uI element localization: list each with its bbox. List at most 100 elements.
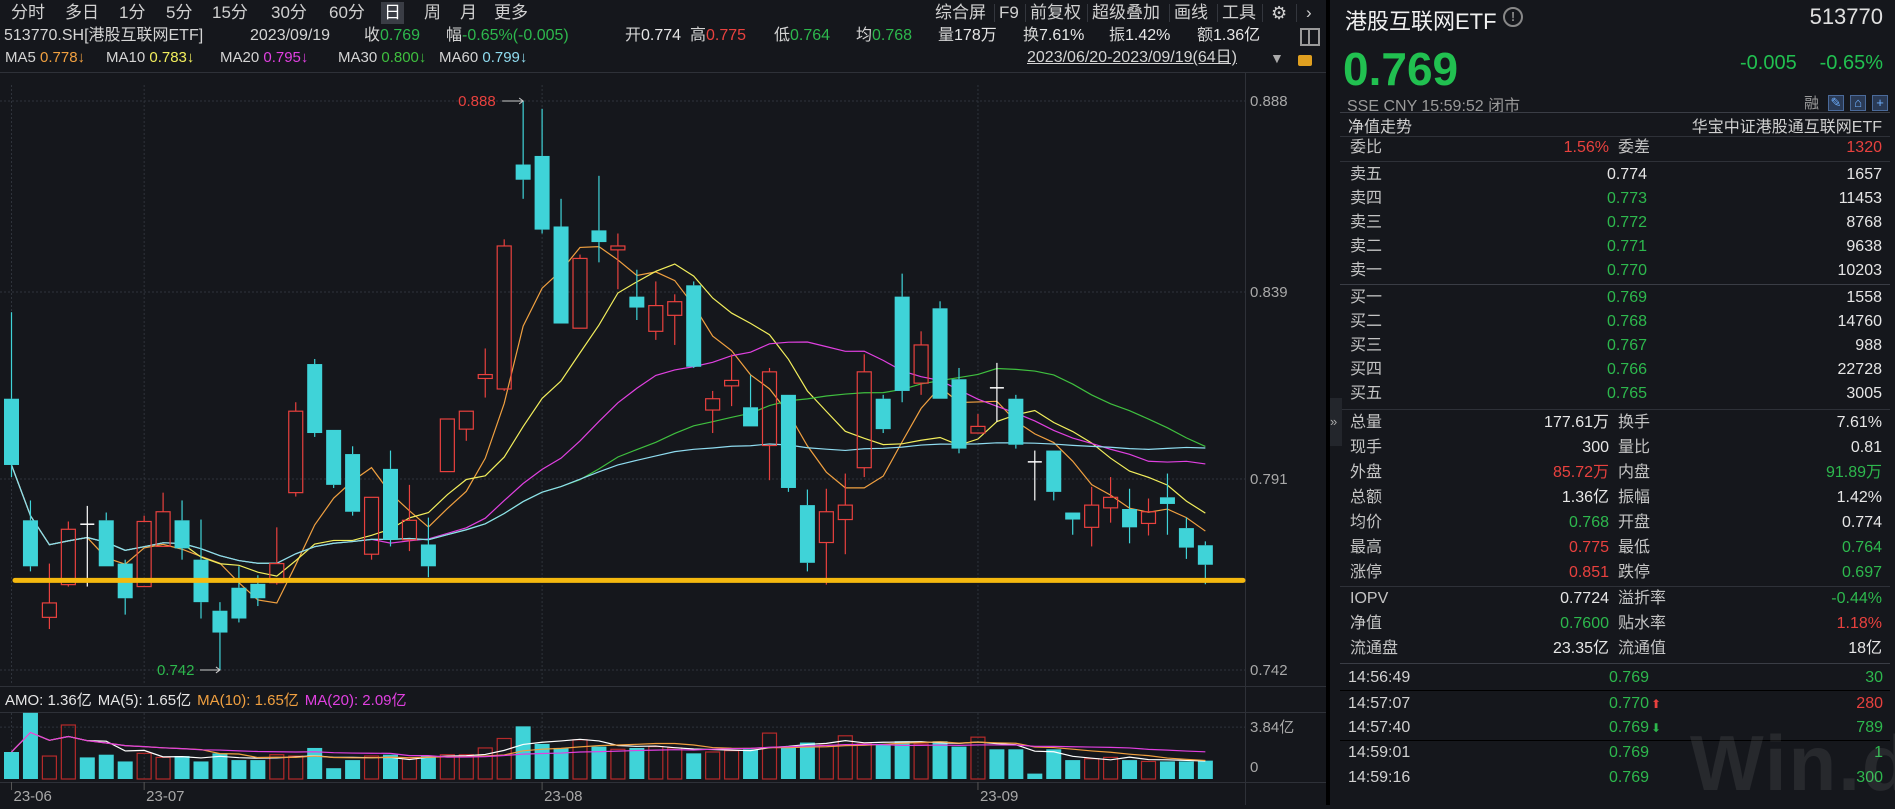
candle[interactable] <box>970 413 986 434</box>
candle[interactable] <box>1140 498 1157 536</box>
candle[interactable] <box>401 484 418 552</box>
date-range-selector[interactable]: 2023/06/20-2023/09/19(64日) <box>1027 49 1237 66</box>
candle[interactable] <box>22 500 38 572</box>
candle[interactable] <box>913 331 929 395</box>
candle[interactable] <box>894 273 910 403</box>
ma-legend-ma10: MA10 0.783↓ <box>106 47 194 69</box>
tool-button-0[interactable]: 综合屏 <box>935 3 986 22</box>
period-tab-1[interactable]: 多日 <box>65 3 99 22</box>
candle[interactable] <box>496 239 512 391</box>
candle[interactable] <box>174 500 190 560</box>
candle[interactable] <box>288 402 304 497</box>
tool-button-1[interactable]: F9 <box>999 3 1019 22</box>
volume-axis-label: 0 <box>1250 759 1258 776</box>
candle[interactable] <box>553 198 569 324</box>
candle[interactable] <box>80 505 95 587</box>
candle[interactable] <box>117 559 133 615</box>
period-tab-8[interactable]: 周 <box>424 3 441 22</box>
volume-bar <box>117 761 133 779</box>
candle[interactable] <box>723 354 740 407</box>
tool-button-2[interactable]: 前复权 <box>1030 3 1081 22</box>
nav-trend-link[interactable]: 净值走势 <box>1348 119 1413 136</box>
candle[interactable] <box>837 473 853 555</box>
candle[interactable] <box>1027 450 1042 501</box>
candle[interactable] <box>326 429 342 488</box>
candle[interactable] <box>98 512 114 567</box>
candle[interactable] <box>856 354 872 478</box>
candle[interactable] <box>534 108 550 234</box>
candle[interactable] <box>780 394 796 492</box>
layout-toggle-icon[interactable] <box>1300 28 1320 46</box>
info-icon[interactable]: ! <box>1503 7 1523 27</box>
candle[interactable] <box>439 418 455 473</box>
period-tab-7[interactable]: 日 <box>381 2 404 24</box>
candle-body <box>212 610 228 633</box>
candle[interactable] <box>818 488 834 585</box>
period-tab-4[interactable]: 15分 <box>212 3 248 22</box>
candle[interactable] <box>1178 517 1194 559</box>
candle[interactable] <box>989 362 1004 422</box>
candle[interactable] <box>212 602 228 670</box>
candle[interactable] <box>155 492 171 548</box>
candle[interactable] <box>667 294 683 345</box>
candle[interactable] <box>932 301 948 399</box>
candle[interactable] <box>951 367 967 454</box>
candle[interactable] <box>875 394 891 434</box>
alert-icon[interactable]: ⌂ <box>1850 95 1866 111</box>
period-tab-3[interactable]: 5分 <box>166 3 193 22</box>
candle[interactable] <box>1046 450 1062 501</box>
add-icon[interactable]: + <box>1872 95 1888 111</box>
candle[interactable] <box>1084 486 1100 547</box>
period-tab-0[interactable]: 分时 <box>11 3 45 22</box>
candle[interactable] <box>383 450 398 547</box>
candle[interactable] <box>345 446 361 516</box>
candle[interactable] <box>458 410 474 441</box>
panel-splitter[interactable] <box>1326 0 1330 805</box>
candle[interactable] <box>591 175 607 263</box>
tool-button-5[interactable]: 工具 <box>1222 3 1256 22</box>
candle[interactable] <box>193 519 209 619</box>
candle[interactable] <box>477 348 493 398</box>
candle[interactable] <box>1159 473 1175 535</box>
candle[interactable] <box>307 358 323 437</box>
chevron-right-icon[interactable]: › <box>1306 3 1312 22</box>
volume-bar <box>79 757 95 779</box>
period-tab-9[interactable]: 月 <box>460 3 477 22</box>
candle[interactable] <box>761 367 778 481</box>
candle[interactable] <box>363 496 380 560</box>
dropdown-triangle-icon[interactable]: ▼ <box>1270 50 1284 66</box>
tool-button-4[interactable]: 画线 <box>1174 3 1208 22</box>
period-tab-10[interactable]: 更多 <box>494 3 528 22</box>
candle[interactable] <box>41 563 58 630</box>
candle[interactable] <box>4 312 19 478</box>
kline-chart[interactable]: 0.888 0.839 0.791 0.742 23-06 23-07 23-08 23-09… <box>0 0 1326 805</box>
candle[interactable] <box>743 375 759 427</box>
price-axis-label: 0.791 <box>1250 471 1288 488</box>
period-tab-2[interactable]: 1分 <box>119 3 146 22</box>
candle[interactable] <box>572 254 588 329</box>
candle[interactable] <box>231 566 247 623</box>
candle[interactable] <box>136 515 152 588</box>
edit-icon[interactable]: ✎ <box>1828 95 1844 111</box>
candle[interactable] <box>515 101 531 199</box>
unlock-icon[interactable] <box>1298 55 1312 66</box>
tool-button-3[interactable]: 超级叠加 <box>1092 3 1160 22</box>
candle[interactable] <box>648 281 664 340</box>
gear-icon[interactable]: ⚙ <box>1271 3 1288 23</box>
candle[interactable] <box>1065 512 1081 535</box>
candle[interactable] <box>629 269 645 321</box>
candle[interactable] <box>1102 477 1119 523</box>
candle[interactable] <box>60 521 76 587</box>
stat-label: 涨停 <box>1350 564 1383 581</box>
period-tab-5[interactable]: 30分 <box>271 3 307 22</box>
candle[interactable] <box>1008 394 1024 449</box>
period-tab-6[interactable]: 60分 <box>329 3 365 22</box>
candle[interactable] <box>610 233 626 290</box>
candle[interactable] <box>705 390 721 434</box>
expand-panel-icon[interactable]: » <box>1330 398 1342 446</box>
candle[interactable] <box>686 281 702 368</box>
candle[interactable] <box>1197 541 1213 585</box>
candle[interactable] <box>1122 488 1138 544</box>
candle[interactable] <box>420 517 436 578</box>
candle[interactable] <box>799 489 815 572</box>
